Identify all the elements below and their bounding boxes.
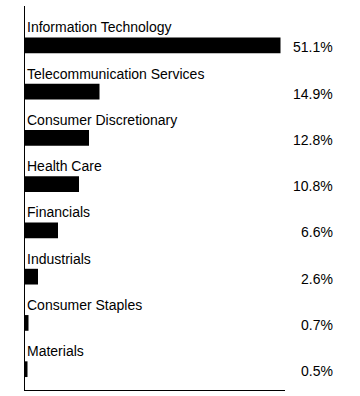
svg-text:12.8%: 12.8%	[293, 132, 333, 148]
svg-text:Consumer Staples: Consumer Staples	[27, 297, 142, 313]
svg-text:Consumer Discretionary: Consumer Discretionary	[27, 112, 177, 128]
svg-text:Information Technology: Information Technology	[27, 19, 172, 35]
svg-text:10.8%: 10.8%	[293, 178, 333, 194]
svg-text:0.7%: 0.7%	[301, 317, 333, 333]
svg-text:Telecommunication Services: Telecommunication Services	[27, 66, 204, 82]
svg-text:51.1%: 51.1%	[293, 39, 333, 55]
svg-text:Health Care: Health Care	[27, 158, 102, 174]
svg-text:Materials: Materials	[27, 343, 84, 359]
svg-text:Industrials: Industrials	[27, 251, 91, 267]
svg-text:2.6%: 2.6%	[301, 271, 333, 287]
svg-text:0.5%: 0.5%	[301, 363, 333, 379]
svg-text:14.9%: 14.9%	[293, 86, 333, 102]
svg-text:6.6%: 6.6%	[301, 224, 333, 240]
svg-text:Financials: Financials	[27, 204, 90, 220]
